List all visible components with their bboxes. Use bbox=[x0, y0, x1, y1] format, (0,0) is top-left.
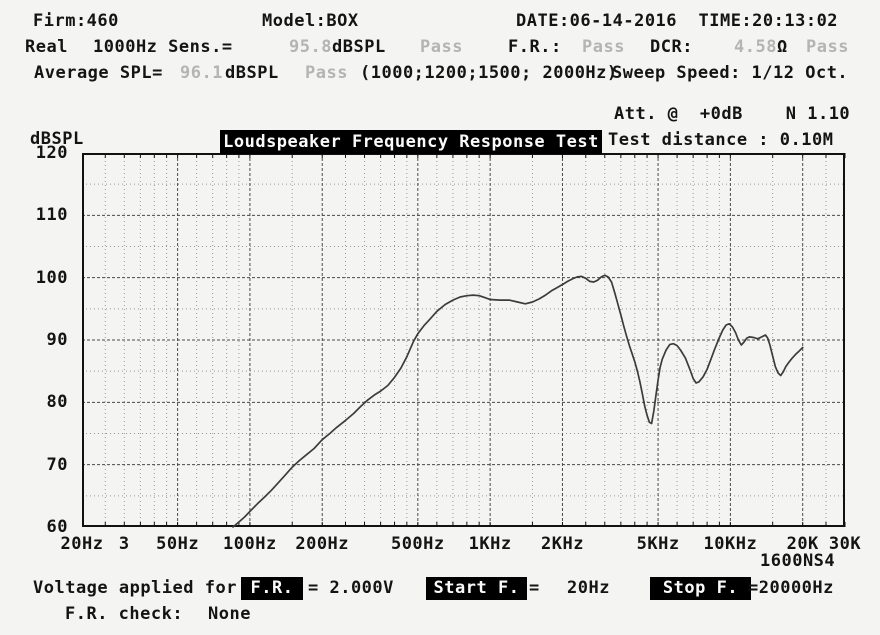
avg-value: 96.1 bbox=[180, 63, 223, 83]
x-tick-label: 2KHz bbox=[541, 534, 584, 554]
y-tick-label: 60 bbox=[46, 517, 68, 537]
y-tick-label: 80 bbox=[46, 392, 68, 413]
attenuation-label: Att. @ +0dB N 1.10 bbox=[614, 104, 851, 124]
x-tick-label: 200Hz bbox=[295, 534, 350, 554]
x-tick-label: 1KHz bbox=[468, 534, 512, 554]
x-tick-label: 30K bbox=[828, 534, 862, 554]
chart-title-bar: Loudspeaker Frequency Response Test bbox=[220, 130, 602, 154]
x-tick-label: 3 bbox=[118, 534, 130, 554]
model-code-label: 1600NS4 bbox=[760, 551, 836, 571]
sens-value: 95.8 bbox=[289, 37, 332, 57]
stop-freq-badge: Stop F. bbox=[650, 577, 751, 600]
dcr-pass-badge: Pass bbox=[806, 37, 849, 57]
voltage-applied-label: Voltage applied for bbox=[33, 578, 237, 598]
frequency-response-plot bbox=[82, 153, 846, 528]
avg-label: Average SPL= bbox=[34, 63, 163, 83]
x-tick-label: 5KHz bbox=[636, 534, 680, 554]
y-tick-label: 120 bbox=[35, 143, 68, 163]
y-axis-tick-labels: 120 110 100 90 80 70 60 bbox=[0, 144, 80, 536]
start-freq-value: 20Hz bbox=[567, 578, 610, 598]
avg-freq-list: (1000;1200;1500; 2000Hz) bbox=[360, 63, 618, 83]
fr-label: F.R.: bbox=[508, 37, 562, 57]
y-axis-name: dBSPL bbox=[30, 129, 84, 149]
fr-pass-badge: Pass bbox=[582, 37, 625, 57]
test-distance-label: Test distance : 0.10M bbox=[608, 130, 834, 150]
x-tick-label: 10KHz bbox=[703, 534, 758, 554]
dcr-label: DCR: bbox=[650, 37, 693, 57]
datetime-label: DATE:06-14-2016 TIME:20:13:02 bbox=[516, 11, 839, 31]
sweep-speed-label: Sweep Speed: 1/12 Oct. bbox=[612, 63, 849, 83]
start-freq-badge: Start F. bbox=[426, 577, 527, 600]
firm-label: Firm:460 bbox=[33, 11, 119, 31]
avg-unit: dBSPL bbox=[225, 63, 279, 83]
fr-voltage-badge: F.R. bbox=[241, 577, 303, 600]
y-tick-label: 90 bbox=[46, 330, 68, 350]
x-axis-tick-labels: 20Hz 3 50Hz 100Hz 200Hz 500Hz 1KHz 2KHz 5KHz 10KH… bbox=[61, 534, 861, 556]
y-tick-label: 110 bbox=[35, 205, 68, 226]
x-tick-label: 100Hz bbox=[223, 534, 277, 554]
start-freq-equals: = bbox=[529, 578, 540, 598]
sens-label: 1000Hz Sens.= bbox=[93, 37, 233, 57]
x-tick-label: 50Hz bbox=[156, 534, 200, 554]
x-tick-label: 500Hz bbox=[390, 534, 445, 554]
avg-pass-badge: Pass bbox=[305, 63, 348, 83]
model-label: Model:BOX bbox=[262, 11, 359, 31]
sens-pass-badge: Pass bbox=[420, 37, 463, 57]
fr-check-value: None bbox=[208, 604, 251, 624]
x-tick-label: 20Hz bbox=[60, 534, 104, 554]
fr-voltage-value: = 2.000V bbox=[308, 578, 394, 598]
x-tick-label: 20K bbox=[786, 534, 819, 554]
sens-unit: dBSPL bbox=[332, 37, 386, 57]
real-label: Real bbox=[25, 37, 68, 57]
response-curve bbox=[232, 274, 804, 528]
y-tick-label: 70 bbox=[46, 454, 68, 475]
plot-svg bbox=[82, 153, 846, 528]
stop-freq-value: =20000Hz bbox=[748, 578, 834, 598]
dcr-value: 4.58 bbox=[734, 37, 777, 57]
y-tick-label: 100 bbox=[35, 267, 68, 288]
dcr-unit-ohm: Ω bbox=[777, 37, 788, 57]
fr-check-label: F.R. check: bbox=[65, 604, 184, 624]
